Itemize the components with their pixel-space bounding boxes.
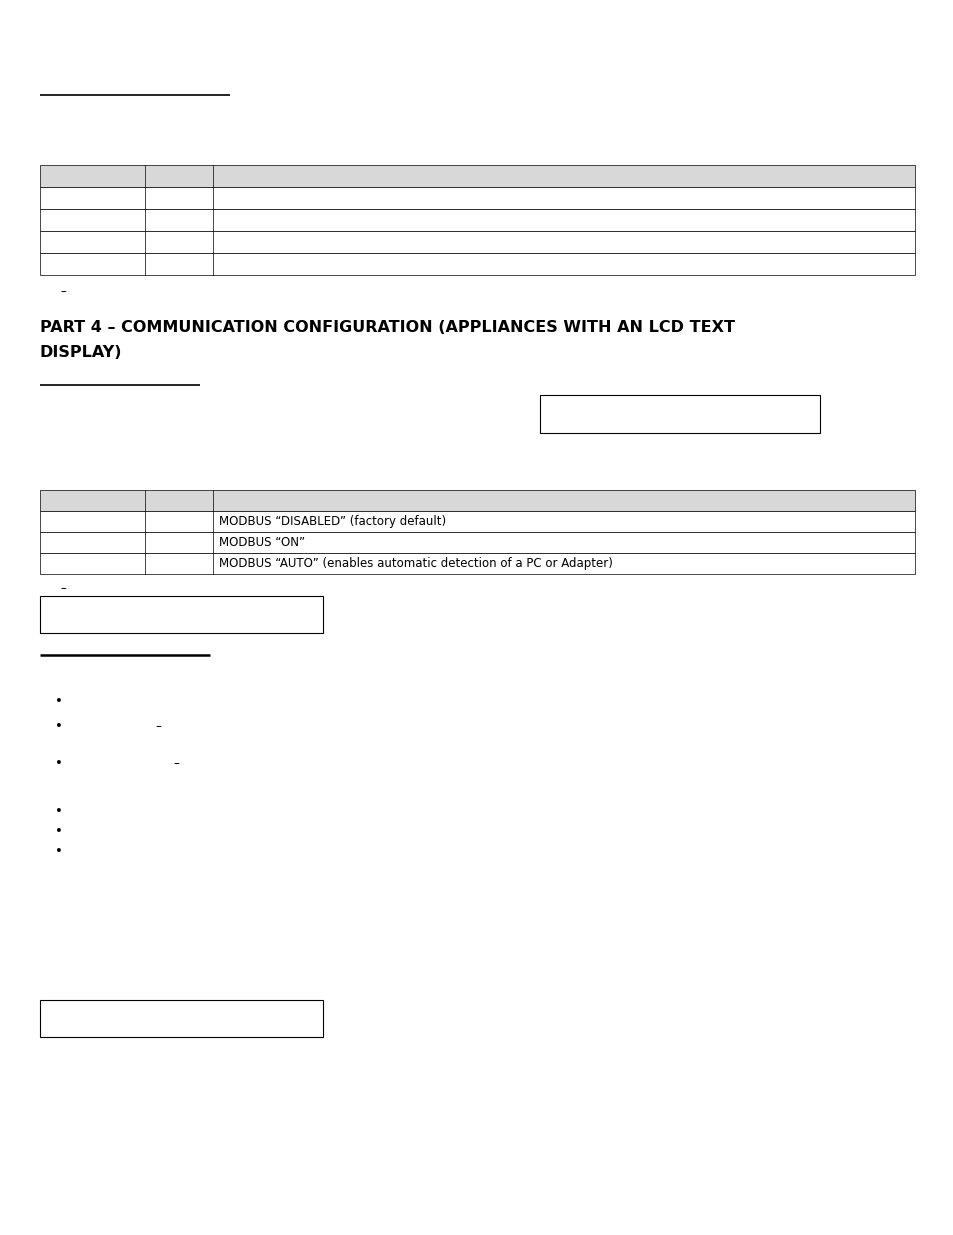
Text: PART 4 – COMMUNICATION CONFIGURATION (APPLIANCES WITH AN LCD TEXT: PART 4 – COMMUNICATION CONFIGURATION (AP… xyxy=(40,320,734,335)
Bar xyxy=(40,490,914,511)
Text: •: • xyxy=(55,720,63,734)
Text: –: – xyxy=(60,582,66,595)
Text: •: • xyxy=(55,757,63,769)
Text: •: • xyxy=(55,805,63,818)
Bar xyxy=(539,395,820,433)
Bar xyxy=(40,165,914,186)
Bar xyxy=(40,511,914,532)
Bar xyxy=(40,553,914,574)
Text: DISPLAY): DISPLAY) xyxy=(40,345,122,359)
Bar xyxy=(40,532,914,553)
Text: MODBUS “DISABLED” (factory default): MODBUS “DISABLED” (factory default) xyxy=(219,515,446,529)
Text: –: – xyxy=(172,757,178,769)
Text: •: • xyxy=(55,825,63,839)
Text: •: • xyxy=(55,845,63,858)
Text: –: – xyxy=(154,720,161,734)
Text: •: • xyxy=(55,695,63,708)
Text: MODBUS “AUTO” (enables automatic detection of a PC or Adapter): MODBUS “AUTO” (enables automatic detecti… xyxy=(219,557,612,571)
Text: MODBUS “ON”: MODBUS “ON” xyxy=(219,536,305,550)
Bar xyxy=(40,231,914,253)
Text: –: – xyxy=(60,285,66,298)
Bar xyxy=(40,209,914,231)
Bar xyxy=(40,186,914,209)
Bar xyxy=(40,597,323,634)
Bar xyxy=(40,1000,323,1037)
Bar xyxy=(40,253,914,275)
